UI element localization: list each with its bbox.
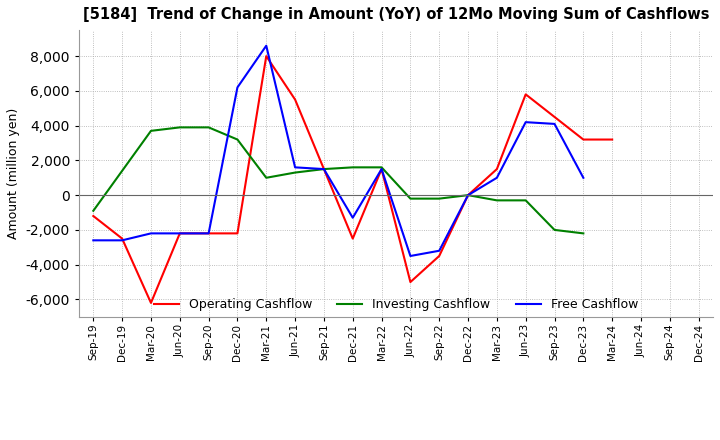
Line: Investing Cashflow: Investing Cashflow (94, 127, 583, 233)
Free Cashflow (262, 43, 271, 48)
Free Cashflow (348, 215, 357, 220)
Operating Cashflow (579, 137, 588, 142)
Free Cashflow (377, 166, 386, 172)
Operating Cashflow (320, 166, 328, 172)
Investing Cashflow (579, 231, 588, 236)
Investing Cashflow (233, 137, 242, 142)
Free Cashflow (521, 120, 530, 125)
Investing Cashflow (406, 196, 415, 201)
Operating Cashflow (550, 114, 559, 120)
Operating Cashflow (377, 166, 386, 172)
Investing Cashflow (89, 208, 98, 213)
Title: [5184]  Trend of Change in Amount (YoY) of 12Mo Moving Sum of Cashflows: [5184] Trend of Change in Amount (YoY) o… (83, 7, 709, 22)
Free Cashflow (204, 231, 213, 236)
Operating Cashflow (233, 231, 242, 236)
Free Cashflow (435, 248, 444, 253)
Investing Cashflow (147, 128, 156, 133)
Free Cashflow (291, 165, 300, 170)
Operating Cashflow (406, 279, 415, 285)
Free Cashflow (176, 231, 184, 236)
Free Cashflow (406, 253, 415, 259)
Operating Cashflow (492, 166, 501, 172)
Line: Free Cashflow: Free Cashflow (94, 46, 583, 256)
Free Cashflow (550, 121, 559, 127)
Investing Cashflow (262, 175, 271, 180)
Free Cashflow (147, 231, 156, 236)
Free Cashflow (579, 175, 588, 180)
Operating Cashflow (262, 54, 271, 59)
Investing Cashflow (320, 166, 328, 172)
Operating Cashflow (176, 231, 184, 236)
Free Cashflow (89, 238, 98, 243)
Operating Cashflow (608, 137, 616, 142)
Operating Cashflow (521, 92, 530, 97)
Investing Cashflow (464, 193, 472, 198)
Operating Cashflow (147, 300, 156, 305)
Y-axis label: Amount (million yen): Amount (million yen) (7, 108, 20, 239)
Operating Cashflow (435, 253, 444, 259)
Legend: Operating Cashflow, Investing Cashflow, Free Cashflow: Operating Cashflow, Investing Cashflow, … (149, 293, 643, 316)
Operating Cashflow (89, 213, 98, 219)
Operating Cashflow (118, 236, 127, 241)
Investing Cashflow (291, 170, 300, 175)
Free Cashflow (233, 85, 242, 90)
Operating Cashflow (464, 193, 472, 198)
Free Cashflow (118, 238, 127, 243)
Investing Cashflow (377, 165, 386, 170)
Investing Cashflow (521, 198, 530, 203)
Investing Cashflow (348, 165, 357, 170)
Line: Operating Cashflow: Operating Cashflow (94, 56, 612, 303)
Free Cashflow (320, 166, 328, 172)
Free Cashflow (464, 193, 472, 198)
Operating Cashflow (204, 231, 213, 236)
Investing Cashflow (435, 196, 444, 201)
Investing Cashflow (492, 198, 501, 203)
Investing Cashflow (176, 125, 184, 130)
Investing Cashflow (550, 227, 559, 233)
Free Cashflow (492, 175, 501, 180)
Operating Cashflow (291, 97, 300, 102)
Operating Cashflow (348, 236, 357, 241)
Investing Cashflow (204, 125, 213, 130)
